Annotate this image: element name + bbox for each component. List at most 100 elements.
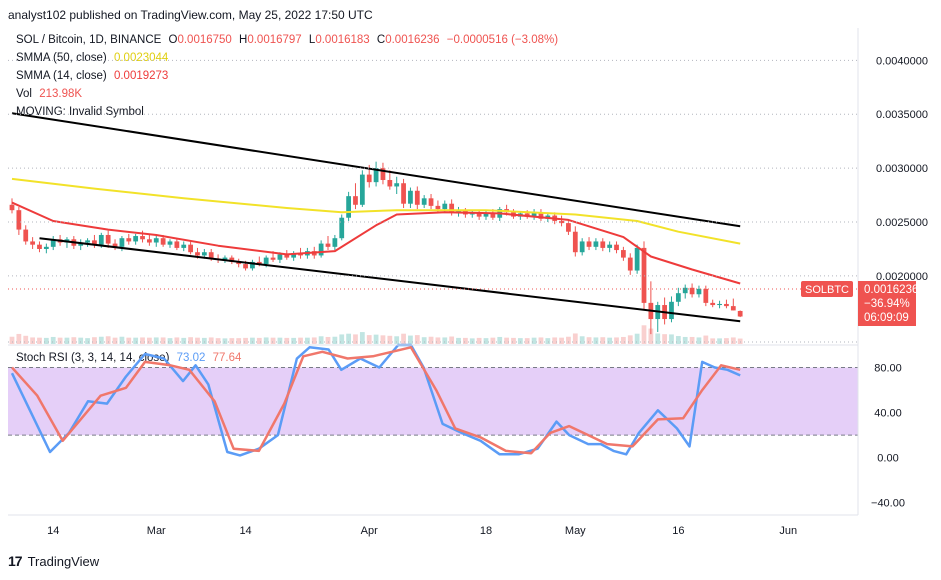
candle-body <box>263 257 269 265</box>
candle-body <box>717 303 722 306</box>
candle-body <box>229 257 235 262</box>
volume-bar <box>201 337 207 344</box>
volume-bar <box>737 338 743 344</box>
stoch-d-value: 77.64 <box>212 352 242 364</box>
axes: 0.0040000 0.0035000 0.0030000 0.0025000 0.00… <box>8 28 928 537</box>
candle-body <box>201 252 207 256</box>
volume-bar <box>469 338 475 344</box>
candle-body <box>593 241 599 247</box>
volume-bar <box>215 338 221 344</box>
volume-bar <box>9 336 15 344</box>
stoch-tick-label: 0.00 <box>877 453 898 465</box>
candle-body <box>394 183 400 187</box>
moving-legend: MOVING: Invalid Symbol <box>16 106 144 118</box>
volume-bar <box>607 337 613 344</box>
volume-bar <box>105 336 111 344</box>
price-tick-label: 0.0040000 <box>876 55 928 67</box>
volume-bar <box>380 335 386 344</box>
candle-body <box>614 244 619 251</box>
volume-bar <box>71 337 77 344</box>
candle-body <box>270 257 276 260</box>
candle-body <box>634 247 640 271</box>
symbol-name: SOL / Bitcoin, 1D, BINANCE <box>16 34 162 46</box>
stoch-tick-label: −40.00 <box>871 498 905 510</box>
volume-bar <box>696 337 702 344</box>
smma14-value: 0.0019273 <box>113 70 169 82</box>
volume-bar <box>57 337 63 344</box>
candle-body <box>538 212 544 219</box>
candle-body <box>689 287 695 295</box>
time-tick-label: 14 <box>239 525 251 537</box>
change-value: −0.0000516 (−3.08%) <box>446 34 559 46</box>
volume-bar <box>579 336 585 344</box>
candle-body <box>277 254 283 260</box>
candle-body <box>476 212 482 217</box>
volume-bar <box>517 338 523 344</box>
stoch-tick-label: 40.00 <box>874 408 902 420</box>
volume-bar <box>394 336 400 344</box>
volume-bar <box>181 337 187 344</box>
low-label: L <box>308 34 316 46</box>
volume-bar <box>325 336 331 344</box>
volume-bar <box>23 335 29 344</box>
volume-bar <box>332 336 338 344</box>
volume-bars <box>9 325 743 344</box>
candle-body <box>243 264 248 269</box>
candle-body <box>710 302 716 306</box>
open-value: 0.0016750 <box>177 34 232 46</box>
volume-bar <box>572 333 578 344</box>
volume-bar <box>504 337 509 344</box>
volume-bar <box>730 337 736 344</box>
volume-bar <box>476 337 482 344</box>
volume-bar <box>586 337 592 344</box>
volume-bar <box>524 338 530 344</box>
price-tick-label: 0.0035000 <box>876 109 928 121</box>
smma14-legend: SMMA (14, close) 0.0019273 <box>16 70 168 82</box>
candle-body <box>353 196 358 205</box>
candle-body <box>339 217 345 239</box>
volume-bar <box>566 336 571 344</box>
volume-bar <box>353 334 358 344</box>
published-header: analyst102 published on TradingView.com,… <box>8 8 373 22</box>
candle-body <box>600 241 606 248</box>
tradingview-footer[interactable]: 17 TradingView <box>8 553 99 569</box>
price-badge-countdown: 06:09:09 <box>864 312 909 324</box>
volume-bar <box>195 337 200 344</box>
close-value: 0.0016236 <box>385 34 440 46</box>
volume-bar <box>641 325 647 344</box>
stoch-k-value: 73.02 <box>176 352 206 364</box>
candle-body <box>559 220 564 224</box>
high-label: H <box>239 34 248 46</box>
tradingview-brand: TradingView <box>27 553 100 569</box>
volume-value: 213.98K <box>39 88 83 100</box>
candle-body <box>456 210 461 213</box>
stoch-label: Stoch RSI (3, 3, 14, 14, close) <box>16 352 170 364</box>
candle-body <box>607 244 613 248</box>
volume-legend: Vol 213.98K <box>16 88 82 100</box>
volume-bar <box>318 336 324 344</box>
candle-body <box>579 241 585 253</box>
stoch-d-line <box>11 346 741 455</box>
volume-bar <box>559 337 564 344</box>
volume-bar <box>16 333 22 344</box>
price-tick-label: 0.0020000 <box>876 271 928 283</box>
candle-body <box>442 203 448 210</box>
price-badge-value-box <box>858 281 916 326</box>
candle-body <box>373 168 379 183</box>
symbol-legend: SOL / Bitcoin, 1D, BINANCE O0.0016750 H0… <box>16 34 558 46</box>
candle-body <box>359 174 365 205</box>
time-tick-label: 18 <box>480 525 492 537</box>
volume-bar <box>339 334 345 344</box>
candle-body <box>387 179 393 187</box>
candle-body <box>208 252 214 259</box>
volume-bar <box>531 337 537 344</box>
volume-bar <box>160 337 166 344</box>
candle-body <box>627 257 633 271</box>
volume-bar <box>250 337 255 344</box>
volume-bar <box>270 337 276 344</box>
volume-bar <box>305 337 310 344</box>
candle-body <box>37 244 42 249</box>
volume-bar <box>662 334 667 344</box>
candle-body <box>284 254 290 258</box>
